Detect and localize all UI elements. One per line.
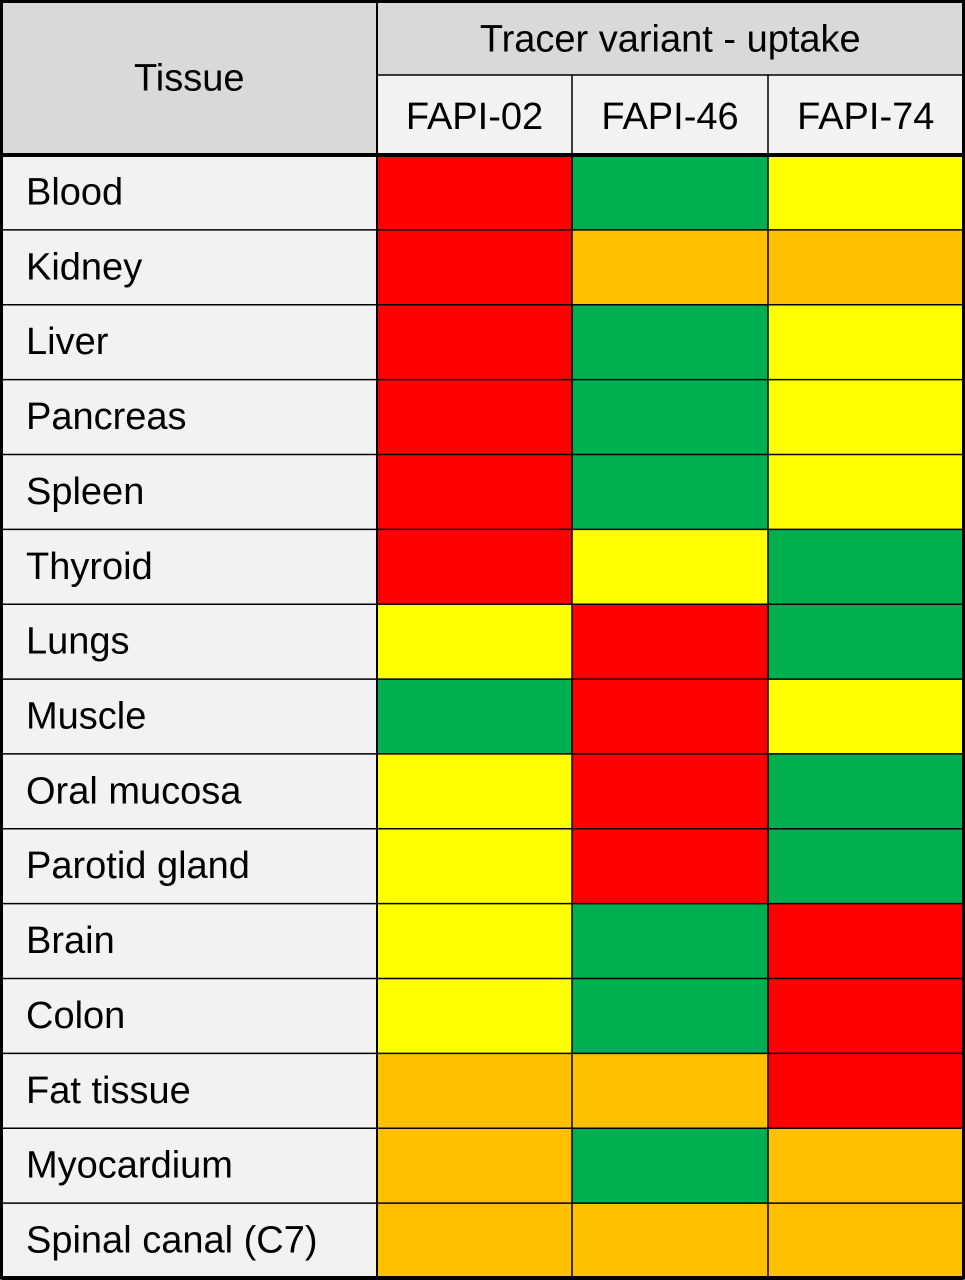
heatmap-cell — [768, 753, 964, 829]
row-label-cell — [1, 828, 377, 904]
row-label-cell — [1, 679, 377, 754]
row-label-cell — [1, 454, 377, 530]
row-label-cell — [1, 155, 377, 230]
row-label-cell — [1, 1203, 377, 1278]
row-header-label: Tissue — [134, 57, 245, 99]
row-label-cell — [1, 903, 377, 979]
heatmap-cell — [768, 1053, 964, 1129]
heatmap-cell — [572, 978, 768, 1054]
column-header-label: FAPI-02 — [406, 96, 543, 138]
heatmap-cell — [572, 1128, 768, 1204]
heatmap-cell — [572, 1053, 768, 1129]
row-header-cell — [1, 1, 377, 155]
heatmap-cell — [377, 679, 572, 754]
row-label: Spleen — [26, 471, 144, 513]
heatmap-cell — [768, 379, 964, 455]
column-header-label: FAPI-74 — [797, 96, 934, 138]
heatmap-cell — [377, 454, 572, 530]
column-header-cell — [768, 75, 964, 155]
heatmap-cell — [572, 454, 768, 530]
row-label: Thyroid — [26, 546, 153, 588]
heatmap-cell — [572, 1203, 768, 1278]
row-label: Muscle — [26, 696, 146, 738]
heatmap-cell — [768, 1203, 964, 1278]
heatmap-cell — [572, 304, 768, 380]
column-header-cell — [377, 75, 572, 155]
heatmap-cell — [572, 604, 768, 680]
row-label: Pancreas — [26, 396, 187, 438]
row-label-cell — [1, 529, 377, 605]
row-label: Blood — [26, 171, 123, 213]
heatmap-cell — [572, 753, 768, 829]
heatmap-cell — [572, 828, 768, 904]
heatmap-cell — [377, 229, 572, 305]
heatmap-cell — [768, 903, 964, 979]
heatmap-cell — [377, 529, 572, 605]
heatmap-cell — [768, 828, 964, 904]
heatmap-cell — [768, 304, 964, 380]
heatmap-cell — [572, 903, 768, 979]
heatmap-cell — [377, 753, 572, 829]
heatmap-cell — [572, 679, 768, 754]
column-group-header-cell — [377, 1, 964, 75]
row-label-cell — [1, 753, 377, 829]
row-label-cell — [1, 604, 377, 680]
heatmap-cell — [377, 304, 572, 380]
heatmap-cell — [377, 1053, 572, 1129]
row-label-cell — [1, 379, 377, 455]
row-label: Parotid gland — [26, 845, 250, 887]
row-label: Myocardium — [26, 1145, 233, 1187]
heatmap-cell — [768, 529, 964, 605]
row-label-cell — [1, 229, 377, 305]
heatmap-cell — [768, 454, 964, 530]
row-label-cell — [1, 1128, 377, 1204]
row-label: Oral mucosa — [26, 770, 242, 812]
heatmap-cell — [768, 604, 964, 680]
heatmap-cell — [768, 1128, 964, 1204]
row-label: Colon — [26, 995, 125, 1037]
heatmap-cell — [377, 828, 572, 904]
row-label: Kidney — [26, 246, 142, 288]
heatmap-cell — [377, 604, 572, 680]
row-label: Brain — [26, 920, 115, 962]
column-header-cell — [572, 75, 768, 155]
heatmap-cell — [768, 978, 964, 1054]
heatmap-cell — [377, 1128, 572, 1204]
row-label: Spinal canal (C7) — [26, 1220, 317, 1262]
row-label: Lungs — [26, 621, 130, 663]
heatmap-cell — [377, 1203, 572, 1278]
column-header-label: FAPI-46 — [601, 96, 738, 138]
heatmap-cell — [768, 679, 964, 754]
heatmap-cell — [572, 229, 768, 305]
heatmap-cell — [768, 155, 964, 230]
heatmap-cell — [572, 155, 768, 230]
heatmap-cell — [572, 529, 768, 605]
row-label-cell — [1, 1053, 377, 1129]
heatmap-cell — [377, 379, 572, 455]
heatmap-cell — [377, 903, 572, 979]
row-label-cell — [1, 978, 377, 1054]
column-group-header-label: Tracer variant - uptake — [480, 18, 861, 60]
row-label: Fat tissue — [26, 1070, 191, 1112]
heatmap-cell — [572, 379, 768, 455]
row-label: Liver — [26, 321, 109, 363]
heatmap-cell — [377, 155, 572, 230]
heatmap-cell — [377, 978, 572, 1054]
heatmap-cell — [768, 229, 964, 305]
row-label-cell — [1, 304, 377, 380]
